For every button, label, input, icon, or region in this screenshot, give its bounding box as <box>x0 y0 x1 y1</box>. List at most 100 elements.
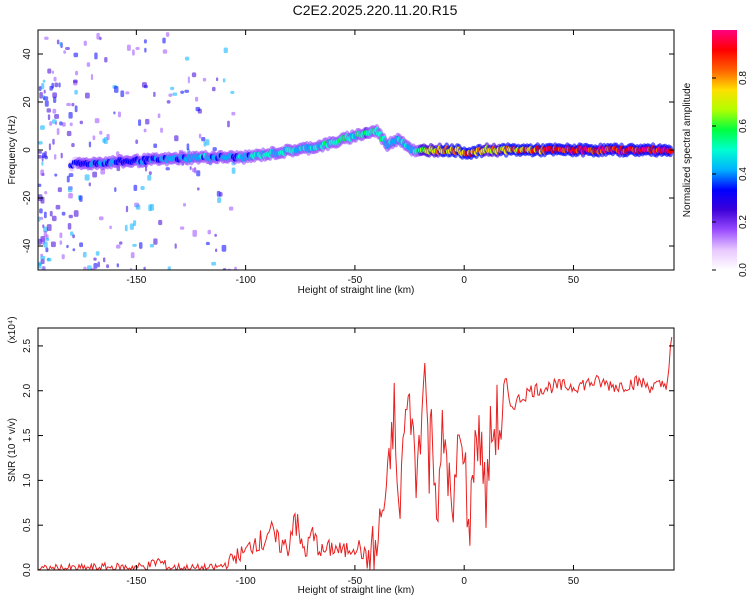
spectrogram-noise-cell <box>207 229 212 235</box>
spectrogram-noise-cell <box>133 184 138 191</box>
spectrogram-noise-cell <box>66 244 69 249</box>
snr-y-ticks: 0.0 0.5 1.0 1.5 2.0 2.5 <box>22 339 674 577</box>
spectrogram-noise-cell <box>57 187 62 193</box>
spectrogram-noise-cell <box>59 41 62 47</box>
spectrogram-noise-cell <box>231 167 236 174</box>
spectrogram-noise-cell <box>212 147 217 152</box>
spectrogram-noise-cell <box>196 170 201 177</box>
spectrogram-noise-cell <box>125 91 130 95</box>
spectrogram-noise-cell <box>68 173 74 177</box>
spectrogram-noise-cell <box>59 240 63 245</box>
spectrogram-noise-cell <box>166 100 171 104</box>
spectrogram-noise-cell <box>201 137 206 142</box>
spectrogram-noise-cell <box>113 86 119 93</box>
spectrogram-noise-cell <box>100 168 106 175</box>
spectrogram-y-tick-label: -20 <box>22 190 33 205</box>
spectrogram-noise-cell <box>44 36 49 40</box>
spectrogram-x-tick-label: -100 <box>236 275 256 286</box>
spectrogram-noise-cell <box>73 79 78 84</box>
spectrogram-noise-cell <box>168 93 173 97</box>
spectrogram-noise-cell <box>227 120 230 128</box>
spectrogram-noise-cell <box>88 182 91 187</box>
spectrogram-noise-cell <box>94 52 98 60</box>
spectrogram-noise-cell <box>192 229 197 237</box>
spectrogram-noise-cell <box>162 37 166 44</box>
spectrogram-noise-cell <box>39 216 44 220</box>
spectrogram-noise-cell <box>214 233 217 237</box>
spectrogram-noise-cell <box>203 141 207 147</box>
spectrogram-noise-cell <box>68 214 73 219</box>
snr-x-tick-label: -50 <box>348 576 363 587</box>
spectrogram-noise-cell <box>38 141 43 145</box>
spectrogram-noise-cell <box>103 137 108 145</box>
spectrogram-panel: -150 -100 -50 0 50 -40 -20 0 20 40 Height of str… <box>7 29 675 296</box>
colorbar-tick-label: 0.8 <box>738 71 749 85</box>
spectrogram-noise-cell <box>129 223 134 230</box>
spectrogram-noise-cell <box>215 77 219 82</box>
colorbar-label: Normalized spectral amplitude <box>682 82 693 217</box>
spectrogram-x-tick-label: 50 <box>568 275 580 286</box>
spectrogram-noise-cell <box>59 121 63 126</box>
spectrogram-noise-cell <box>189 166 192 170</box>
snr-y-tick-label: 1.5 <box>22 428 33 442</box>
spectrogram-y-tick-label: -40 <box>22 238 33 253</box>
spectrogram-noise-cell <box>205 241 210 246</box>
spectrogram-noise-cell <box>69 122 73 127</box>
snr-y-tick-label: 2.5 <box>22 339 33 353</box>
spectrogram-noise-cell <box>124 224 128 232</box>
spectrogram-noise-cell <box>43 241 48 248</box>
snr-frame <box>37 327 675 571</box>
spectrogram-noise-cell <box>68 192 73 199</box>
spectrogram-noise-cell <box>54 173 58 177</box>
spectrogram-noise-cell <box>117 111 121 118</box>
snr-x-tick-label: -150 <box>126 576 146 587</box>
spectrogram-noise-cell <box>42 152 46 158</box>
spectrogram-noise-cell <box>61 254 65 260</box>
spectrogram-noise-cell <box>231 111 236 116</box>
spectrogram-noise-cell <box>60 152 63 159</box>
spectrogram-noise-cell <box>68 186 73 193</box>
spectrogram-noise-cell <box>39 208 43 214</box>
spectrogram-noise-cell <box>66 175 70 183</box>
spectrogram-noise-cell <box>41 266 46 270</box>
snr-series-line <box>38 336 673 570</box>
colorbar-tick-label: 0.2 <box>738 215 749 229</box>
spectrogram-noise-cell <box>44 191 48 195</box>
spectrogram-noise-cell <box>43 89 46 94</box>
spectrogram-noise-cell <box>167 266 171 270</box>
spectrogram-noise-cell <box>172 92 178 96</box>
spectrogram-noise-cell <box>43 230 47 238</box>
spectrogram-noise-cell <box>51 215 57 222</box>
spectrogram-noise-cell <box>55 121 58 126</box>
colorbar: 0.0 0.2 0.4 0.6 0.8 Normalized spectral ampl… <box>682 30 749 277</box>
snr-x-ticks: -150 -100 -50 0 50 <box>126 328 579 587</box>
snr-x-tick-label: 0 <box>461 576 467 587</box>
spectrogram-noise-cell <box>74 89 78 95</box>
spectrogram-noise-cell <box>162 49 168 54</box>
spectrogram-noise-cell <box>51 70 55 74</box>
figure-title: C2E2.2025.220.11.20.R15 <box>292 2 458 18</box>
spectrogram-noise-cell <box>40 255 46 260</box>
spectrogram-noise-cell <box>215 248 218 253</box>
spectrogram-noise-cell <box>174 135 179 142</box>
snr-x-tick-label: -100 <box>236 576 256 587</box>
spectrogram-noise-cell <box>165 32 170 37</box>
spectrogram-noise-cell <box>54 114 60 119</box>
spectrogram-noise-cell <box>90 74 94 81</box>
spectrogram-noise-cell <box>113 111 116 115</box>
spectrogram-noise-cell <box>38 183 42 188</box>
spectrogram-y-tick-label: 20 <box>22 96 33 108</box>
snr-y-tick-label: 1.0 <box>22 473 33 487</box>
spectrogram-noise-cell <box>68 112 73 119</box>
spectrogram-noise-cell <box>135 204 141 210</box>
spectrogram-noise-cell <box>53 96 57 103</box>
spectrogram-noise-cell <box>92 171 98 178</box>
spectrogram-noise-cell <box>86 62 91 67</box>
spectrogram-noise-cell <box>50 241 56 248</box>
colorbar-gradient <box>712 30 737 270</box>
spectrogram-noise-cell <box>88 141 92 148</box>
spectrogram-noise-cell <box>42 79 46 83</box>
spectrogram-noise-cell <box>56 39 60 45</box>
spectrogram-noise-cell <box>217 197 222 203</box>
